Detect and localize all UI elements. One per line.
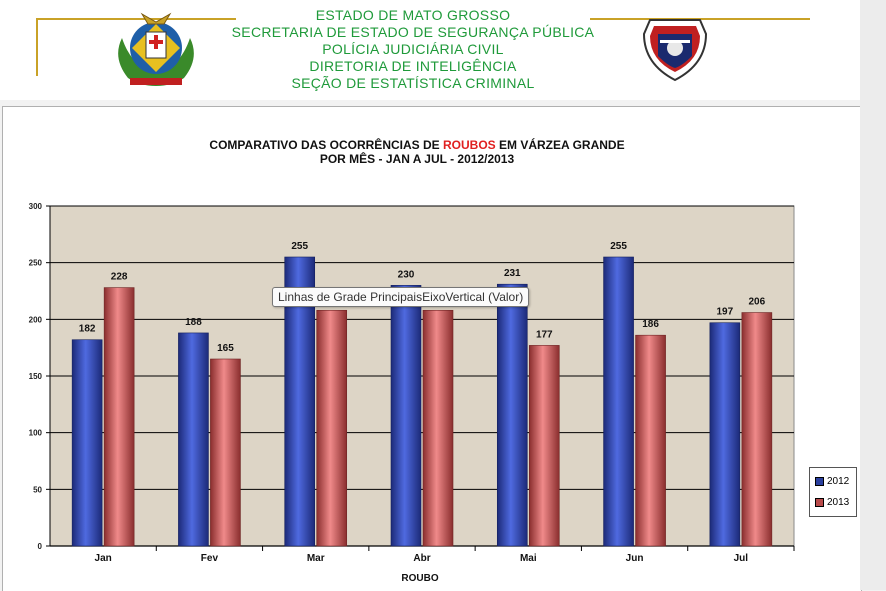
gridline-tooltip: Linhas de Grade PrincipaisEixoVertical (… (272, 287, 530, 307)
legend-swatch-2013 (815, 497, 824, 507)
y-tick-label: 150 (29, 372, 43, 381)
bar-2012-Jul (709, 322, 741, 547)
chart-legend[interactable]: 2012 2013 (809, 467, 857, 517)
window-edge (860, 0, 886, 590)
data-label-2012-Jul: 197 (717, 307, 734, 318)
x-tick-label: Mai (520, 553, 537, 564)
data-label-2012-Jun: 255 (610, 241, 627, 252)
bar-2012-Jan (71, 339, 103, 547)
data-label-2013-Jun: 186 (642, 319, 659, 330)
legend-item-2012: 2012 (815, 476, 849, 487)
x-axis-title: ROUBO (401, 573, 438, 584)
x-tick-label: Jun (626, 553, 644, 564)
chart-area[interactable]: COMPARATIVO DAS OCORRÊNCIAS DE ROUBOS EM… (2, 106, 862, 591)
header-line-section: SEÇÃO DE ESTATÍSTICA CRIMINAL (291, 75, 535, 91)
bar-2013-Mai (528, 345, 560, 547)
legend-item-2013: 2013 (815, 497, 849, 508)
bar-2012-Mai (496, 283, 528, 547)
data-label-2013-Jan: 228 (111, 272, 128, 283)
x-tick-label: Abr (413, 553, 430, 564)
bar-2013-Abr (422, 309, 454, 547)
y-tick-label: 300 (29, 202, 43, 211)
data-label-2012-Fev: 188 (185, 317, 202, 328)
civil-police-badge-icon (642, 19, 708, 82)
data-label-2013-Jul: 206 (749, 297, 766, 308)
bar-2012-Abr (390, 285, 422, 547)
legend-label-2012: 2012 (827, 476, 850, 487)
chart-title-prefix: COMPARATIVO DAS OCORRÊNCIAS DE (209, 137, 443, 152)
bar-2013-Jul (741, 312, 773, 547)
x-tick-label: Jul (734, 553, 749, 564)
data-label-2012-Mar: 255 (291, 241, 308, 252)
bar-2013-Jan (103, 287, 135, 547)
y-tick-label: 100 (29, 429, 43, 438)
chart-title-line1: COMPARATIVO DAS OCORRÊNCIAS DE ROUBOS EM… (209, 137, 624, 152)
bar-chart: COMPARATIVO DAS OCORRÊNCIAS DE ROUBOS EM… (29, 137, 795, 584)
chart-title-suffix: EM VÁRZEA GRANDE (496, 137, 625, 152)
header-line-secretariat: SECRETARIA DE ESTADO DE SEGURANÇA PÚBLIC… (231, 24, 595, 40)
report-header: ESTADO DE MATO GROSSO SECRETARIA DE ESTA… (0, 0, 861, 100)
data-label-2013-Fev: 165 (217, 343, 234, 354)
data-label-2012-Jan: 182 (79, 324, 96, 335)
bar-2012-Fev (178, 332, 209, 547)
bar-2013-Jun (635, 334, 666, 547)
header-line-directorate: DIRETORIA DE INTELIGÊNCIA (309, 58, 517, 74)
x-tick-label: Fev (201, 553, 219, 564)
y-tick-label: 200 (29, 315, 43, 324)
y-tick-label: 0 (38, 542, 43, 551)
header-line-state: ESTADO DE MATO GROSSO (315, 7, 511, 23)
chart-title-highlight: ROUBOS (443, 138, 496, 152)
bar-2013-Mar (316, 309, 348, 547)
header-rule-left-vertical (36, 18, 38, 76)
header-line-police: POLÍCIA JUDICIÁRIA CIVIL (322, 41, 504, 57)
bar-2013-Fev (210, 358, 241, 547)
y-tick-label: 250 (29, 259, 43, 268)
state-coat-of-arms-icon (118, 12, 194, 86)
x-tick-label: Mar (307, 553, 325, 564)
data-label-2012-Abr: 230 (398, 269, 415, 280)
legend-label-2013: 2013 (827, 497, 850, 508)
x-tick-label: Jan (95, 553, 112, 564)
bar-2012-Jun (603, 256, 634, 547)
data-label-2012-Mai: 231 (504, 268, 521, 279)
y-tick-label: 50 (33, 485, 42, 494)
data-label-2013-Mai: 177 (536, 329, 553, 340)
header-rule-left (36, 18, 236, 20)
chart-title-line2: POR MÊS - JAN A JUL - 2012/2013 (320, 151, 515, 166)
legend-swatch-2012 (815, 476, 824, 486)
header-text-block: ESTADO DE MATO GROSSO SECRETARIA DE ESTA… (200, 7, 626, 92)
